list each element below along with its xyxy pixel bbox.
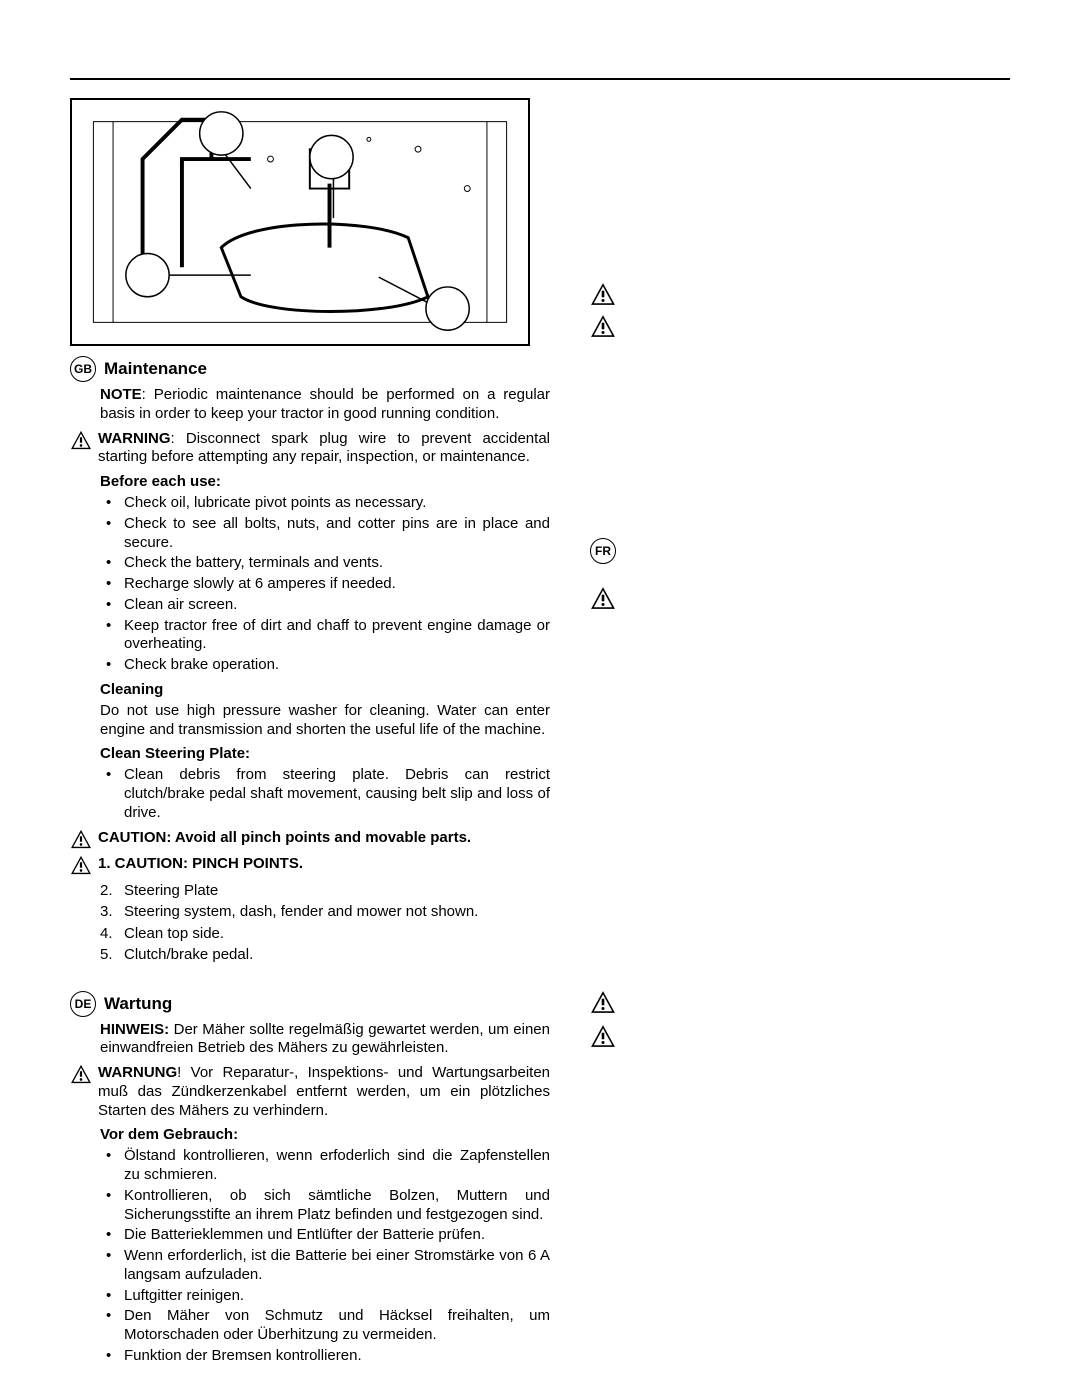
de-before-heading: Vor dem Gebrauch: bbox=[70, 1126, 550, 1143]
gb-badge: GB bbox=[70, 356, 96, 382]
fr-badge-row: FR bbox=[590, 536, 1010, 566]
list-item: Steering Plate bbox=[100, 881, 550, 901]
steering-plate-diagram bbox=[70, 98, 530, 346]
right-column: FR bbox=[590, 98, 1010, 1372]
right-bottom-warn-group bbox=[590, 990, 1010, 1048]
de-before-list: Ölstand kontrollieren, wenn erfoderlich … bbox=[70, 1147, 550, 1365]
warning-icon bbox=[70, 430, 92, 450]
diagram-svg bbox=[72, 100, 528, 344]
list-item: Clutch/brake pedal. bbox=[100, 945, 550, 965]
de-warn-label: WARNUNG bbox=[98, 1064, 177, 1081]
list-item: Check to see all bolts, nuts, and cotter… bbox=[100, 515, 550, 553]
warning-icon bbox=[590, 586, 616, 610]
list-item: Clean air screen. bbox=[100, 596, 550, 615]
list-item: Die Batterieklemmen und Entlüfter der Ba… bbox=[100, 1226, 550, 1245]
list-item: Clean top side. bbox=[100, 924, 550, 944]
warning-icon bbox=[590, 990, 616, 1014]
gb-warn-label: WARNING bbox=[98, 430, 171, 447]
list-item: Luftgitter reinigen. bbox=[100, 1287, 550, 1306]
list-item: Check brake operation. bbox=[100, 656, 550, 675]
list-item: Funktion der Bremsen kontrollieren. bbox=[100, 1347, 550, 1366]
list-item: Recharge slowly at 6 amperes if needed. bbox=[100, 575, 550, 594]
gb-caution2: 1. CAUTION: PINCH POINTS. bbox=[98, 855, 550, 874]
gb-before-list: Check oil, lubricate pivot points as nec… bbox=[70, 494, 550, 675]
fr-badge: FR bbox=[590, 538, 616, 564]
gb-heading: Maintenance bbox=[104, 359, 207, 379]
gb-heading-row: GB Maintenance bbox=[70, 356, 550, 382]
gb-caution1: CAUTION: Avoid all pinch points and mova… bbox=[98, 829, 550, 848]
list-item: Den Mäher von Schmutz und Häcksel freiha… bbox=[100, 1307, 550, 1345]
gb-numbered-list: Steering Plate Steering system, dash, fe… bbox=[70, 881, 550, 965]
list-item: Kontrollieren, ob sich sämtliche Bolzen,… bbox=[100, 1187, 550, 1225]
warning-icon bbox=[590, 282, 616, 306]
warning-icon bbox=[70, 1064, 92, 1084]
list-item: Keep tractor free of dirt and chaff to p… bbox=[100, 617, 550, 655]
de-badge: DE bbox=[70, 991, 96, 1017]
gb-steer-heading: Clean Steering Plate: bbox=[70, 745, 550, 762]
de-warning-row: WARNUNG! Vor Reparatur-, Inspektions- un… bbox=[70, 1064, 550, 1120]
gb-before-colon: : bbox=[216, 473, 221, 490]
page-columns: GB Maintenance NOTE: Periodic maintenanc… bbox=[70, 98, 1010, 1372]
gb-cleaning-heading: Cleaning bbox=[70, 681, 550, 698]
de-note: HINWEIS: Der Mäher sollte regelmäßig gew… bbox=[70, 1021, 550, 1059]
warning-icon bbox=[590, 314, 616, 338]
de-note-label: HINWEIS: bbox=[100, 1021, 169, 1038]
gb-note-label: NOTE bbox=[100, 386, 142, 403]
gb-before-heading-text: Before each use bbox=[100, 473, 216, 490]
gb-steer-list: Clean debris from steering plate. Debris… bbox=[70, 766, 550, 822]
gb-caution2-row: 1. CAUTION: PINCH POINTS. bbox=[70, 855, 550, 875]
warning-icon bbox=[590, 1024, 616, 1048]
right-top-warn-group bbox=[590, 98, 1010, 346]
gb-caution1-row: CAUTION: Avoid all pinch points and mova… bbox=[70, 829, 550, 849]
de-heading-row: DE Wartung bbox=[70, 991, 550, 1017]
top-rule bbox=[70, 78, 1010, 80]
list-item: Steering system, dash, fender and mower … bbox=[100, 902, 550, 922]
list-item: Wenn erforderlich, ist die Batterie bei … bbox=[100, 1247, 550, 1285]
gb-before-heading: Before each use: bbox=[70, 473, 550, 490]
list-item: Check oil, lubricate pivot points as nec… bbox=[100, 494, 550, 513]
gb-note-text: : Periodic maintenance should be perform… bbox=[100, 386, 550, 422]
left-column: GB Maintenance NOTE: Periodic maintenanc… bbox=[70, 98, 550, 1372]
de-heading: Wartung bbox=[104, 994, 172, 1014]
list-item: Check the battery, terminals and vents. bbox=[100, 554, 550, 573]
gb-cleaning-text: Do not use high pressure washer for clea… bbox=[70, 702, 550, 740]
list-item: Ölstand kontrollieren, wenn erfoderlich … bbox=[100, 1147, 550, 1185]
gb-note: NOTE: Periodic maintenance should be per… bbox=[70, 386, 550, 424]
warning-icon bbox=[70, 855, 92, 875]
warning-icon bbox=[70, 829, 92, 849]
gb-warning-row: WARNING: Disconnect spark plug wire to p… bbox=[70, 430, 550, 468]
list-item: Clean debris from steering plate. Debris… bbox=[100, 766, 550, 822]
